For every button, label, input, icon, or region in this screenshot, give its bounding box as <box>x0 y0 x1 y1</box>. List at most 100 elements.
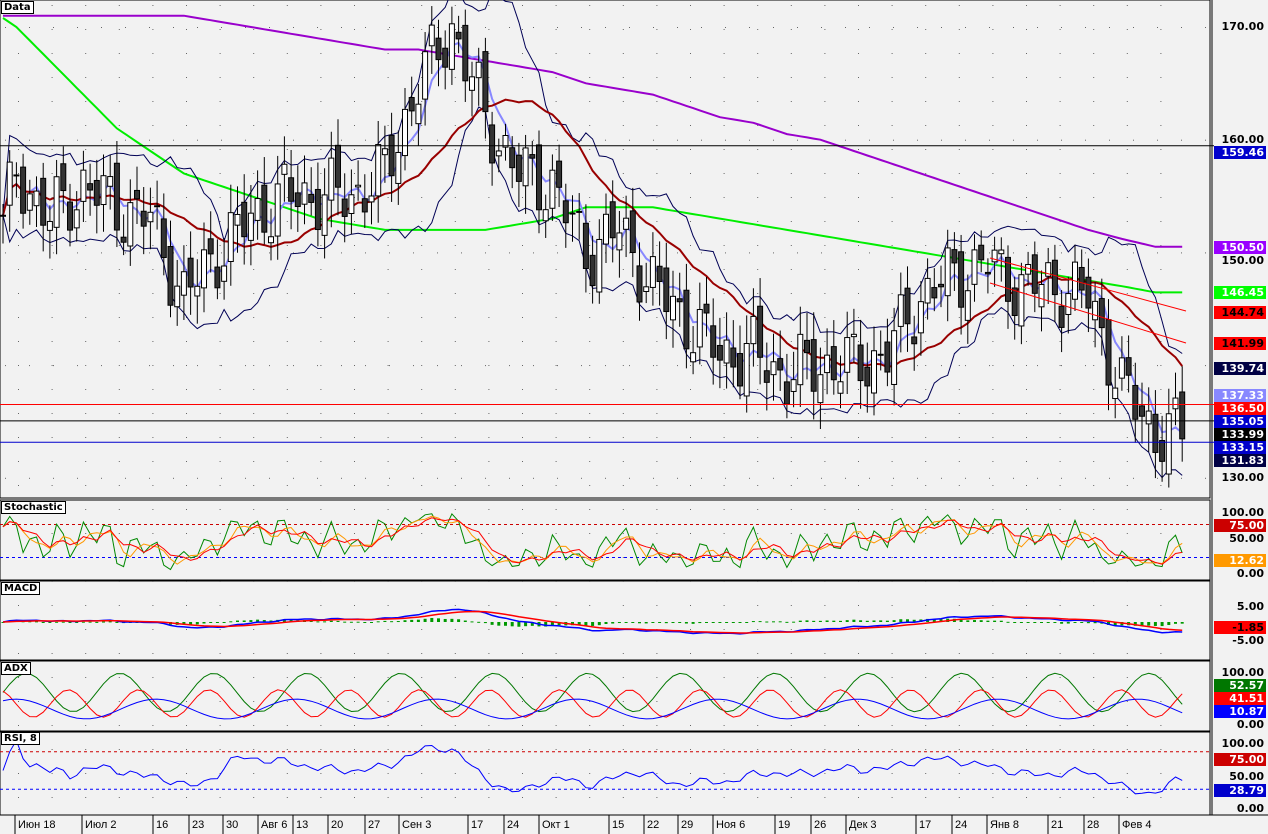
macd-histogram-bar <box>390 621 394 623</box>
grid-dot <box>152 437 154 438</box>
grid-dot <box>925 29 927 30</box>
grid-dot <box>421 197 423 198</box>
grid-dot <box>354 389 355 390</box>
grid-dot <box>320 773 322 774</box>
candle-up <box>375 144 382 197</box>
candle-down <box>341 198 348 217</box>
grid-dot <box>18 773 19 774</box>
grid-dot <box>18 701 19 702</box>
candle-up <box>670 295 676 321</box>
grid-dot <box>773 477 774 479</box>
grid-dot <box>219 5 221 6</box>
grid-dot <box>622 389 624 390</box>
grid-dot <box>690 485 691 486</box>
grid-dot <box>1126 149 1128 150</box>
candle-down <box>609 201 616 239</box>
candle-up <box>897 294 904 327</box>
candle-down <box>515 154 522 182</box>
grid-dot <box>690 245 691 246</box>
grid-dot <box>454 653 456 654</box>
macd-histogram-bar <box>182 622 186 625</box>
macd-histogram-bar <box>242 620 246 622</box>
grid-dot <box>1093 101 1095 102</box>
macd-histogram-bar <box>189 622 193 625</box>
grid-dot <box>253 653 255 654</box>
grid-dot <box>917 27 918 28</box>
candle-down <box>67 201 73 231</box>
macd-histogram-bar <box>550 622 554 626</box>
grid-dot <box>269 139 270 141</box>
grid-dot <box>421 149 423 150</box>
grid-dot <box>5 139 6 141</box>
candle-up <box>174 285 181 308</box>
grid-dot <box>790 629 792 630</box>
candle-down <box>442 47 449 68</box>
grid-dot <box>221 139 222 141</box>
macd-histogram-bar <box>745 622 749 623</box>
grid-dot <box>656 149 658 150</box>
grid-dot <box>488 101 490 102</box>
grid-dot <box>1013 252 1014 254</box>
grid-dot <box>286 365 288 366</box>
grid-dot <box>1126 293 1128 294</box>
grid-dot <box>958 533 960 534</box>
grid-dot <box>629 27 630 28</box>
grid-dot <box>824 221 826 222</box>
grid-dot <box>454 293 456 294</box>
grid-dot <box>219 749 221 750</box>
grid-dot <box>656 653 658 654</box>
ma100-line <box>2 17 1183 294</box>
date-axis-label: 13 <box>296 819 309 831</box>
grid-dot <box>354 533 355 534</box>
grid-dot <box>387 293 389 294</box>
indicator-axis-label: 100.00 <box>1221 666 1264 679</box>
macd-histogram-bar <box>403 620 407 622</box>
grid-dot <box>85 389 87 390</box>
grid-dot <box>286 437 288 438</box>
grid-dot <box>821 252 822 254</box>
grid-dot <box>125 139 126 141</box>
grid-dot <box>522 29 523 30</box>
grid-dot <box>622 653 624 654</box>
date-axis-label: 24 <box>507 819 520 831</box>
grid-dot <box>286 245 288 246</box>
grid-dot <box>992 677 994 678</box>
grid-dot <box>1026 5 1027 6</box>
grid-dot <box>152 53 154 54</box>
grid-dot <box>286 677 288 678</box>
grid-dot <box>1126 509 1128 510</box>
grid-dot <box>389 365 390 367</box>
grid-dot <box>320 317 322 318</box>
grid-dot <box>354 101 355 102</box>
grid-dot <box>605 27 606 28</box>
grid-dot <box>555 77 557 78</box>
grid-dot <box>51 125 53 126</box>
macd-histogram-bar <box>1080 622 1084 623</box>
candle-up <box>1092 300 1099 321</box>
grid-dot <box>454 53 456 54</box>
grid-dot <box>152 533 154 534</box>
candle-up <box>422 51 429 100</box>
candle-up <box>268 236 274 244</box>
grid-dot <box>354 461 355 462</box>
grid-dot <box>354 701 355 702</box>
grid-dot <box>354 317 355 318</box>
grid-dot <box>51 725 53 726</box>
grid-dot <box>437 139 438 141</box>
grid-dot <box>320 677 322 678</box>
candle-down <box>1085 276 1092 309</box>
grid-dot <box>958 389 960 390</box>
grid-dot <box>354 605 355 606</box>
grid-dot <box>1126 77 1128 78</box>
grid-dot <box>723 125 725 126</box>
candle-down <box>958 251 965 308</box>
grid-dot <box>1085 27 1086 28</box>
grid-dot <box>186 149 187 150</box>
grid-dot <box>555 221 557 222</box>
grid-dot <box>891 485 893 486</box>
candle-up <box>221 265 228 282</box>
grid-dot <box>269 365 270 367</box>
grid-dot <box>488 341 490 342</box>
grid-dot <box>1026 605 1027 606</box>
grid-dot <box>286 749 288 750</box>
